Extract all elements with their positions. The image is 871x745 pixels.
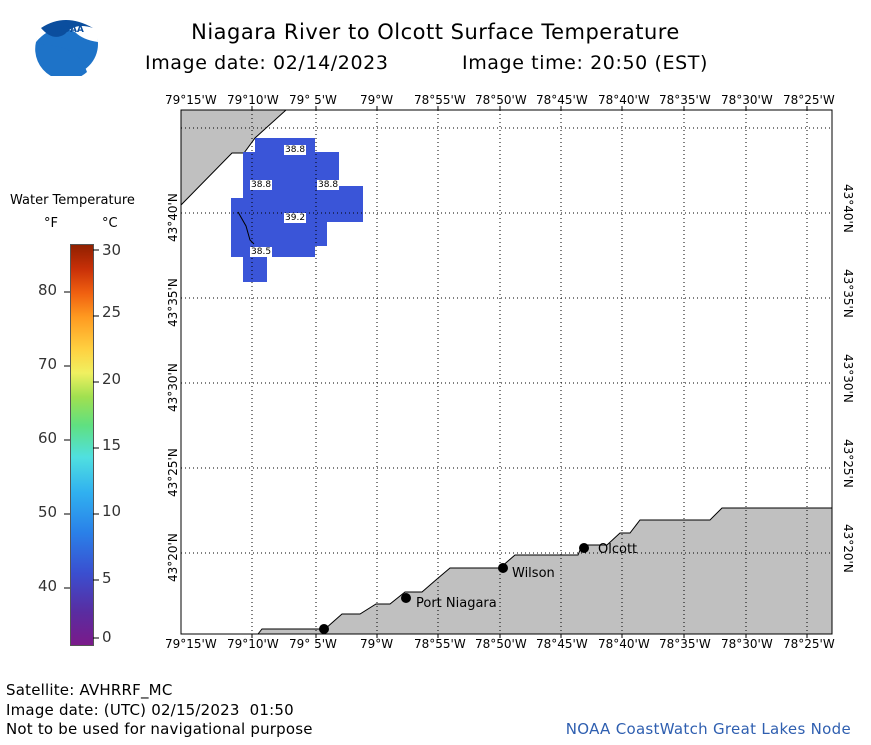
legend-f-tick: 40 [38, 577, 58, 595]
lat-label-right: 43°25'N [841, 439, 855, 488]
lat-label-left: 43°20'N [166, 533, 180, 582]
top-tick-label: 78°30'W [721, 93, 773, 107]
top-tick-label: 78°50'W [475, 93, 527, 107]
top-tick-label: 79°15'W [165, 93, 217, 107]
top-tick-label: 79° 5'W [289, 93, 337, 107]
legend-c-tick: 20 [102, 370, 122, 388]
legend-f-tick: 80 [38, 281, 58, 299]
lat-label-left: 43°40'N [166, 193, 180, 242]
logo-text: NOAA [55, 25, 84, 35]
top-tick-label: 79°10'W [227, 93, 279, 107]
temp-label: 38.8 [250, 180, 273, 190]
legend-unit-f: °F [44, 216, 58, 231]
legend-title: Water Temperature [10, 193, 135, 208]
temp-label: 38.5 [250, 247, 273, 257]
youngstown-marker [319, 624, 329, 634]
legend-c-tick: 0 [102, 628, 112, 646]
top-tick-label: 78°25'W [783, 93, 835, 107]
bottom-tick-label: 78°25'W [783, 637, 835, 651]
lat-label-right: 43°40'N [841, 184, 855, 233]
legend-c-tick: 25 [102, 303, 122, 321]
legend-c-tick: 30 [102, 241, 122, 259]
page-title: Niagara River to Olcott Surface Temperat… [191, 20, 680, 44]
bottom-tick-label: 78°35'W [659, 637, 711, 651]
lat-label-right: 43°30'N [841, 354, 855, 403]
legend-c-tick: 5 [102, 569, 112, 587]
bottom-tick-label: 79°15'W [165, 637, 217, 651]
top-tick-label: 78°45'W [536, 93, 588, 107]
city-label-olcott: Olcott [598, 542, 638, 557]
olcott-marker [579, 543, 589, 553]
legend-c-tick: 10 [102, 502, 122, 520]
lat-label-left: 43°25'N [166, 448, 180, 497]
bottom-tick-label: 78°40'W [598, 637, 650, 651]
city-label-wilson: Wilson [512, 566, 555, 581]
wilson-marker [498, 563, 508, 573]
image-time: Image time: 20:50 (EST) [462, 52, 709, 74]
color-scale-bar [70, 244, 94, 646]
bottom-tick-label: 78°30'W [721, 637, 773, 651]
temp-label: 38.8 [317, 180, 340, 190]
noaa-logo: NOAA [35, 11, 99, 81]
lat-label-left: 43°35'N [166, 278, 180, 327]
top-tick-label: 78°40'W [598, 93, 650, 107]
bottom-tick-label: 78°55'W [414, 637, 466, 651]
top-tick-label: 78°55'W [414, 93, 466, 107]
bottom-tick-label: 79°10'W [227, 637, 279, 651]
lat-label-left: 43°30'N [166, 363, 180, 412]
legend-f-tick: 60 [38, 429, 58, 447]
bottom-tick-label: 79°W [360, 637, 394, 651]
legend-f-tick: 50 [38, 503, 58, 521]
temp-label: 38.8 [284, 145, 307, 155]
sst-pixels [231, 138, 363, 282]
footer-satellite: Satellite: AVHRRF_MC [6, 681, 173, 699]
footer-disclaimer: Not to be used for navigational purpose [6, 720, 313, 738]
legend-c-tick: 15 [102, 436, 122, 454]
land-new-york [258, 508, 832, 634]
temp-label: 39.2 [284, 213, 307, 223]
top-tick-label: 79°W [360, 93, 394, 107]
city-label-port-niagara: Port Niagara [416, 596, 497, 611]
footer-credit: NOAA CoastWatch Great Lakes Node [565, 720, 851, 738]
bottom-tick-label: 79° 5'W [289, 637, 337, 651]
lat-label-right: 43°20'N [841, 524, 855, 573]
image-date: Image date: 02/14/2023 [145, 52, 389, 74]
lat-label-right: 43°35'N [841, 269, 855, 318]
top-tick-label: 78°35'W [659, 93, 711, 107]
footer-utc-date: Image date: (UTC) 02/15/2023 01:50 [6, 701, 294, 719]
legend-f-tick: 70 [38, 355, 58, 373]
legend-ticks [64, 249, 99, 639]
land-canada [181, 110, 286, 205]
bottom-tick-label: 78°45'W [536, 637, 588, 651]
port-niagara-marker [401, 593, 411, 603]
bottom-tick-label: 78°50'W [475, 637, 527, 651]
legend-unit-c: °C [102, 216, 118, 231]
